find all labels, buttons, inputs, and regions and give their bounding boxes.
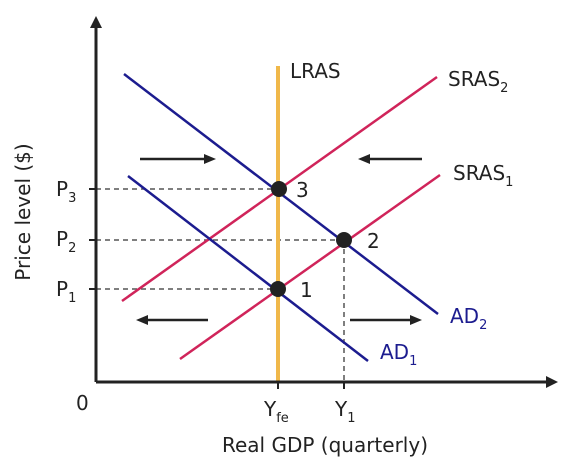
yfe-label-sub: fe xyxy=(276,411,289,426)
sras2-label-main: SRAS xyxy=(448,67,500,91)
y-axis-title: Price level ($) xyxy=(11,143,35,280)
y1-label-sub: 1 xyxy=(347,411,355,426)
ad2-label: AD2 xyxy=(450,304,487,333)
point-3-marker xyxy=(271,181,287,197)
p3-label: P3 xyxy=(56,177,76,206)
point-1-marker xyxy=(270,281,286,297)
x-axis-title: Real GDP (quarterly) xyxy=(222,433,428,457)
ad2-label-sub: 2 xyxy=(479,318,487,333)
sras2-label-sub: 2 xyxy=(500,81,508,96)
sras1-label-sub: 1 xyxy=(505,175,513,190)
point-2-marker xyxy=(336,232,352,248)
sras1-label-main: SRAS xyxy=(453,161,505,185)
point-1-label: 1 xyxy=(300,278,313,302)
ad1-label-sub: 1 xyxy=(409,354,417,369)
p2-label-sub: 2 xyxy=(68,241,76,256)
sras2-label: SRAS2 xyxy=(448,67,508,96)
sras1-curve xyxy=(179,173,441,361)
p1-label: P1 xyxy=(56,277,76,306)
point-3-label: 3 xyxy=(296,178,309,202)
ad1-label-main: AD xyxy=(380,340,409,364)
y1-label-main: Y xyxy=(334,397,348,421)
p2-label: P2 xyxy=(56,227,76,256)
p2-label-main: P xyxy=(56,227,68,251)
yfe-label: Yfe xyxy=(263,397,289,426)
lras-label: LRAS xyxy=(290,59,341,83)
p1-label-sub: 1 xyxy=(68,291,76,306)
p3-label-main: P xyxy=(56,177,68,201)
sras1-label: SRAS1 xyxy=(453,161,513,190)
origin-label: 0 xyxy=(76,391,89,415)
ad2-label-main: AD xyxy=(450,304,479,328)
p1-label-main: P xyxy=(56,277,68,301)
ad1-label: AD1 xyxy=(380,340,417,369)
yfe-label-main: Y xyxy=(263,397,277,421)
point-2-label: 2 xyxy=(367,229,380,253)
ad1-curve xyxy=(127,175,369,362)
p3-label-sub: 3 xyxy=(68,191,76,206)
y1-label: Y1 xyxy=(334,397,356,426)
